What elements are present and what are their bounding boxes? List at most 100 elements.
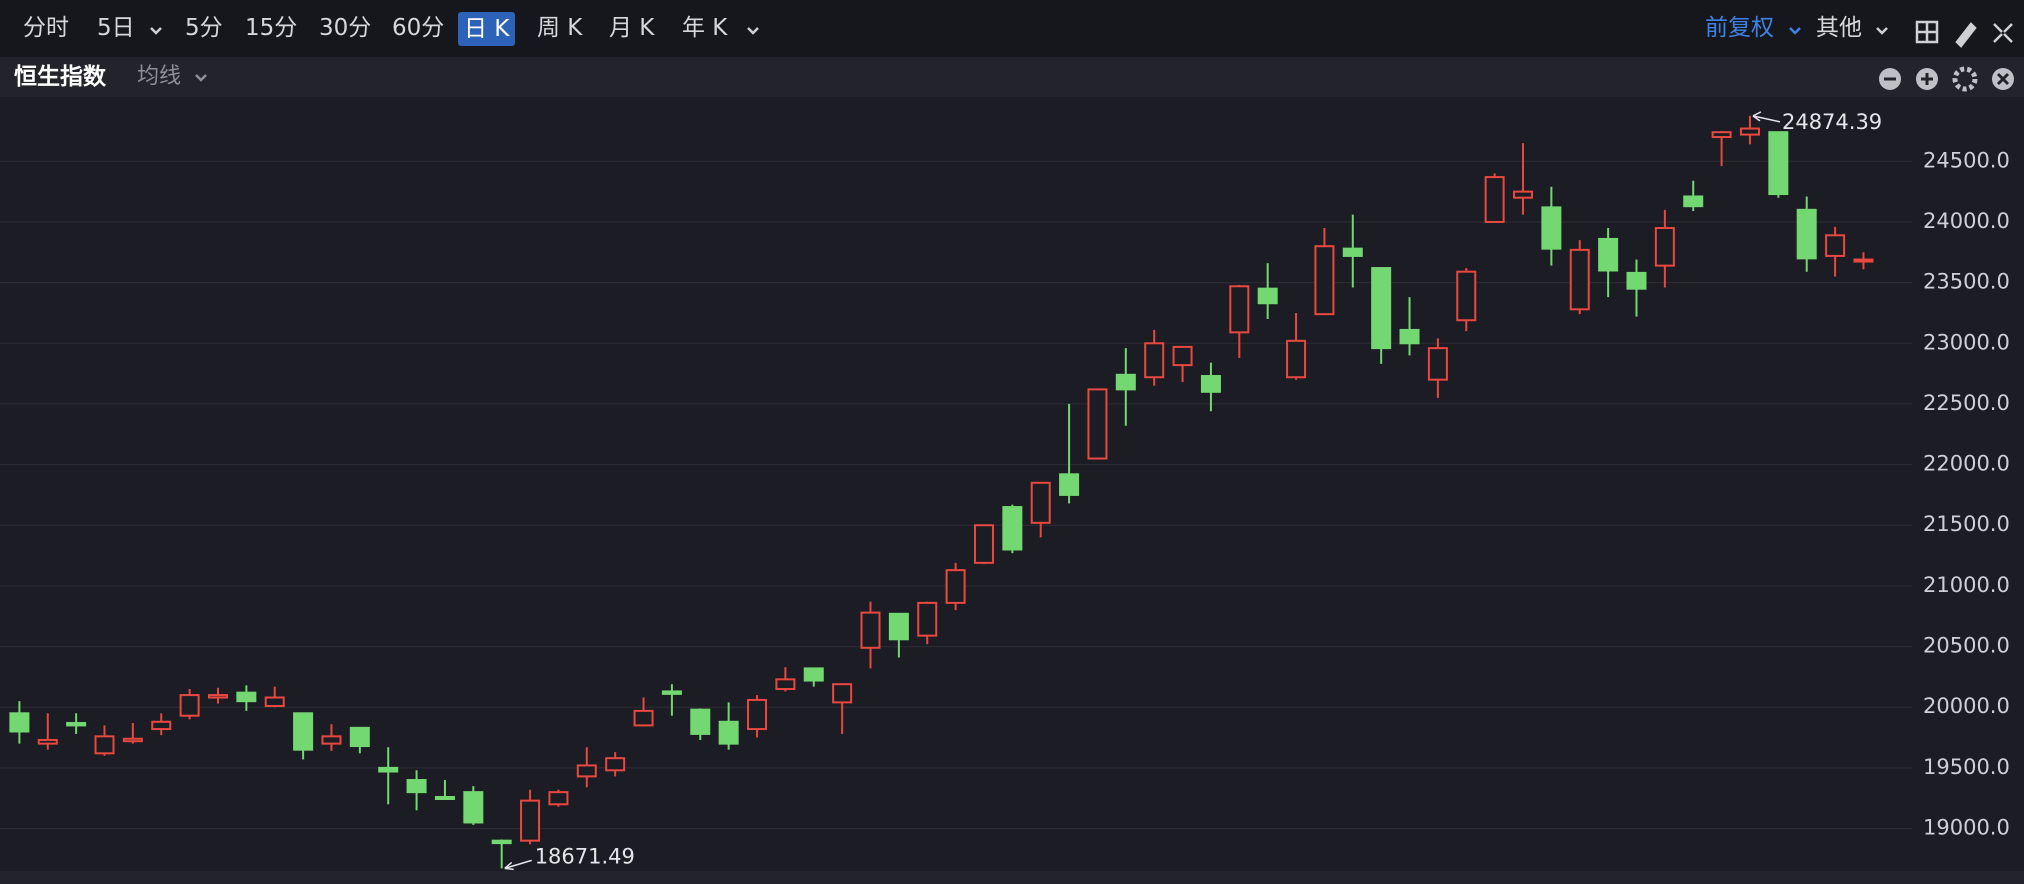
candle-body: [1711, 131, 1732, 139]
candle-body: [803, 667, 824, 682]
period-tab[interactable]: 5日: [97, 15, 135, 41]
candle-body: [321, 735, 342, 745]
layout-icon-lines: [1917, 22, 1937, 42]
y-tick-label: 19500.0: [1923, 755, 2010, 779]
candle-body: [1115, 373, 1136, 391]
candle-body: [860, 611, 881, 649]
candle-body: [1569, 248, 1590, 311]
period-tab[interactable]: 年 K: [682, 15, 728, 41]
fullscreen-icon[interactable]: [1993, 23, 2013, 43]
y-tick-label: 20000.0: [1923, 694, 2010, 718]
period-tab[interactable]: 30分: [319, 15, 372, 41]
candle-body: [973, 524, 994, 564]
y-tick-label: 19000.0: [1923, 816, 2010, 840]
y-tick-label: 23500.0: [1923, 270, 2010, 294]
chevrons: [150, 27, 1888, 82]
candle-body: [718, 720, 739, 745]
candle-body: [1257, 287, 1278, 305]
chevron: [747, 27, 759, 35]
y-tick-label: 23000.0: [1923, 330, 2010, 354]
period-tab-selected[interactable]: 日 K: [458, 12, 516, 46]
other-dropdown[interactable]: 其他: [1816, 15, 1862, 41]
min-arrow: [504, 859, 532, 871]
candle-body: [434, 795, 455, 800]
candle-body: [264, 696, 285, 708]
candle-body: [1513, 190, 1534, 199]
draw-icon[interactable]: [1955, 22, 1977, 48]
period-tab[interactable]: 分时: [23, 15, 69, 41]
candle-body: [1002, 506, 1023, 551]
settings-icon[interactable]: [1952, 66, 1978, 92]
candle-body: [775, 678, 796, 691]
candle-body: [1286, 339, 1307, 379]
adjust-dropdown[interactable]: 前复权: [1705, 15, 1774, 41]
max-label: 24874.39: [1782, 110, 1882, 134]
candle-body: [1427, 347, 1448, 381]
chevron: [1789, 27, 1801, 35]
candle-body: [1654, 227, 1675, 267]
header-icons: [1879, 66, 2014, 92]
candle-body: [832, 683, 853, 704]
candle-body: [378, 766, 399, 773]
candle-body: [293, 712, 314, 751]
candle-body: [1229, 285, 1250, 334]
candle-body: [520, 799, 541, 842]
index-name: 恒生指数: [14, 64, 106, 90]
y-tick-label: 24000.0: [1923, 209, 2010, 233]
period-tab[interactable]: 60分: [392, 15, 445, 41]
period-tab[interactable]: 周 K: [537, 15, 583, 41]
candle-body: [1626, 271, 1647, 290]
candle-body: [9, 712, 30, 733]
candle-body: [1200, 375, 1221, 393]
candle-body: [94, 735, 115, 755]
candle-body: [1342, 247, 1363, 257]
candle-body: [1087, 388, 1108, 460]
candle-body: [1683, 195, 1704, 208]
candle-body: [548, 791, 569, 806]
candle-body: [66, 721, 87, 727]
period-tab[interactable]: 15分: [245, 15, 298, 41]
period-tab[interactable]: 5分: [185, 15, 223, 41]
candle-body: [1484, 176, 1505, 223]
candle-body: [661, 690, 682, 695]
zoom-in-glyph: [1921, 73, 1933, 85]
ma-dropdown[interactable]: 均线: [137, 64, 182, 89]
candle-body: [690, 708, 711, 735]
candle-body: [406, 779, 427, 794]
min-label: 18671.49: [535, 844, 635, 868]
candle-body: [1768, 131, 1789, 196]
candle-body: [888, 612, 909, 641]
candle-body: [576, 764, 597, 778]
candle-body: [349, 726, 370, 748]
candle-body: [1853, 258, 1874, 263]
y-tick-label: 21000.0: [1923, 573, 2010, 597]
plot: 19000.0 19500.0 20000.0 20500.0 21000.0 21500…: [0, 110, 2010, 871]
y-tick-label: 20500.0: [1923, 634, 2010, 658]
candle-body: [1796, 208, 1817, 260]
candle-body: [151, 720, 172, 731]
toolbar-icons: [1915, 20, 2013, 48]
candle-body: [1739, 127, 1760, 136]
candle-body: [179, 694, 200, 717]
candle-body: [491, 839, 512, 845]
candle-body: [1825, 234, 1846, 257]
candle-body: [605, 757, 626, 772]
candle-body: [1541, 206, 1562, 250]
chart-header: 恒生指数 均线: [0, 57, 2024, 97]
candle-body: [37, 738, 58, 745]
candle-body: [207, 694, 228, 699]
candle-body: [945, 569, 966, 604]
candle-body: [1456, 270, 1477, 322]
candle-body: [917, 601, 938, 637]
candle-body: [1399, 328, 1420, 345]
candle-body: [463, 791, 484, 824]
period-tab[interactable]: 月 K: [609, 15, 655, 41]
toolbar: 分时 5日 5分 15分 30分 60分 日 K 周 K 月 K 年 K 前复权…: [0, 0, 2024, 57]
y-tick-label: 21500.0: [1923, 512, 2010, 536]
candle-body: [1598, 237, 1619, 272]
candle-body: [1314, 245, 1335, 316]
chevron: [195, 74, 207, 82]
candle-body: [747, 698, 768, 731]
